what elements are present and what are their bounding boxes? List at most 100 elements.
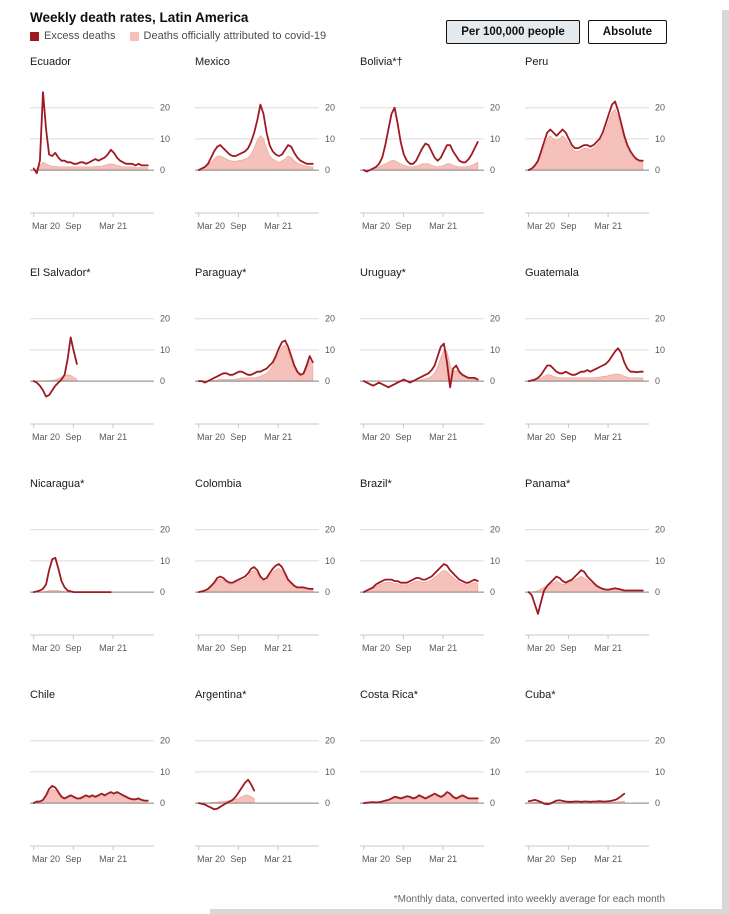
panel-title: Colombia: [195, 478, 242, 490]
absolute-button[interactable]: Absolute: [587, 20, 667, 44]
x-tick-label: Mar 20: [527, 643, 555, 653]
x-tick-label: Mar 20: [362, 221, 390, 231]
chart-panel: Mexico 0 10 20 Mar 20 Sep Mar 21: [195, 56, 345, 233]
y-tick-label: 10: [490, 345, 500, 355]
y-tick-label: 0: [325, 587, 330, 597]
x-tick-label: Mar 21: [594, 432, 622, 442]
y-tick-label: 10: [160, 767, 170, 777]
scrollbar-strip[interactable]: [722, 10, 729, 914]
x-tick-label: Mar 20: [197, 221, 225, 231]
excess-line: [32, 785, 149, 804]
chart-panel: Peru 0 10 20 Mar 20 Sep Mar 21: [525, 56, 675, 233]
panel-plot: 0 10 20 Mar 20 Sep Mar 21: [360, 314, 500, 442]
x-tick-label: Mar 21: [429, 643, 457, 653]
chart-panel: Bolivia*† 0 10 20 Mar 20 Sep Mar 21: [360, 56, 510, 233]
excess-deaths-swatch: [30, 31, 39, 41]
panel-plot: 0 10 20 Mar 20 Sep Mar 21: [525, 100, 665, 231]
excess-line: [32, 336, 78, 398]
x-tick-label: Sep: [65, 854, 81, 864]
x-tick-label: Sep: [65, 432, 81, 442]
covid-area: [528, 373, 644, 382]
x-tick-label: Sep: [395, 432, 411, 442]
legend: Excess deaths Deaths officially attribut…: [30, 30, 729, 42]
excess-line: [197, 103, 314, 171]
y-tick-label: 20: [655, 736, 665, 746]
x-tick-label: Sep: [230, 854, 246, 864]
excess-line: [362, 563, 479, 593]
chart-panel: Brazil* 0 10 20 Mar 20 Sep Mar 21: [360, 478, 510, 655]
per-100k-button[interactable]: Per 100,000 people: [446, 20, 580, 44]
panel-title: Argentina*: [195, 689, 247, 701]
y-tick-label: 20: [490, 525, 500, 535]
excess-line: [362, 106, 479, 173]
bottom-strip: [210, 909, 722, 914]
y-tick-label: 20: [325, 736, 335, 746]
chart-panel: Paraguay* 0 10 20 Mar 20 Sep Mar 21: [195, 267, 345, 444]
y-tick-label: 20: [490, 103, 500, 113]
x-tick-label: Sep: [395, 643, 411, 653]
y-tick-label: 0: [160, 798, 165, 808]
y-tick-label: 10: [490, 556, 500, 566]
panel-plot: 0 10 20 Mar 20 Sep Mar 21: [525, 314, 665, 442]
panel-plot: 0 10 20 Mar 20 Sep Mar 21: [195, 525, 335, 653]
panel-title: Bolivia*†: [360, 56, 403, 68]
y-tick-label: 0: [490, 798, 495, 808]
covid-area: [528, 108, 644, 171]
panel-title: Ecuador: [30, 56, 71, 68]
y-tick-label: 0: [655, 376, 660, 386]
y-tick-label: 20: [160, 736, 170, 746]
y-tick-label: 20: [325, 314, 335, 324]
excess-deaths-label: Excess deaths: [44, 30, 116, 42]
y-tick-label: 10: [325, 345, 335, 355]
y-tick-label: 10: [160, 134, 170, 144]
y-tick-label: 0: [160, 587, 165, 597]
chart-panel: Argentina* 0 10 20 Mar 20 Sep Mar 21: [195, 689, 345, 866]
covid-area: [198, 344, 314, 382]
x-tick-label: Mar 21: [264, 221, 292, 231]
x-tick-label: Mar 21: [99, 854, 127, 864]
panel-title: Uruguay*: [360, 267, 406, 279]
x-tick-label: Sep: [230, 432, 246, 442]
legend-item-excess: Excess deaths: [30, 30, 116, 42]
x-tick-label: Sep: [230, 643, 246, 653]
panel-plot: 0 10 20 Mar 20 Sep Mar 21: [195, 736, 335, 864]
chart-panel: Cuba* 0 10 20 Mar 20 Sep Mar 21: [525, 689, 675, 866]
x-tick-label: Sep: [395, 221, 411, 231]
y-tick-label: 10: [160, 556, 170, 566]
excess-line: [527, 792, 626, 806]
x-tick-label: Sep: [560, 643, 576, 653]
excess-line: [527, 100, 644, 171]
panel-plot: 0 10 20 Mar 20 Sep Mar 21: [30, 91, 170, 231]
x-tick-label: Mar 20: [32, 432, 60, 442]
excess-line: [362, 791, 479, 804]
x-tick-label: Sep: [560, 221, 576, 231]
y-tick-label: 10: [655, 134, 665, 144]
panel-title: Panama*: [525, 478, 571, 490]
x-tick-label: Mar 20: [362, 643, 390, 653]
y-tick-label: 10: [160, 345, 170, 355]
y-tick-label: 0: [325, 798, 330, 808]
x-tick-label: Mar 21: [264, 643, 292, 653]
chart-panel: Costa Rica* 0 10 20 Mar 20 Sep Mar 21: [360, 689, 510, 866]
x-tick-label: Sep: [560, 432, 576, 442]
y-tick-label: 0: [655, 587, 660, 597]
y-tick-label: 20: [160, 314, 170, 324]
excess-line: [527, 569, 644, 615]
y-tick-label: 20: [490, 314, 500, 324]
footnote: *Monthly data, converted into weekly ave…: [393, 894, 665, 905]
y-tick-label: 0: [490, 587, 495, 597]
y-tick-label: 10: [490, 134, 500, 144]
chart-panel: Colombia 0 10 20 Mar 20 Sep Mar 21: [195, 478, 345, 655]
excess-line: [197, 563, 314, 593]
x-tick-label: Mar 20: [362, 432, 390, 442]
panel-plot: 0 10 20 Mar 20 Sep Mar 21: [195, 314, 335, 442]
covid-area: [198, 794, 255, 804]
x-tick-label: Mar 21: [99, 643, 127, 653]
y-tick-label: 10: [325, 556, 335, 566]
x-tick-label: Mar 21: [594, 643, 622, 653]
x-tick-label: Mar 20: [197, 432, 225, 442]
panel-title: Nicaragua*: [30, 478, 85, 490]
x-tick-label: Mar 21: [429, 221, 457, 231]
x-tick-label: Mar 20: [362, 854, 390, 864]
page-title: Weekly death rates, Latin America: [30, 10, 249, 25]
